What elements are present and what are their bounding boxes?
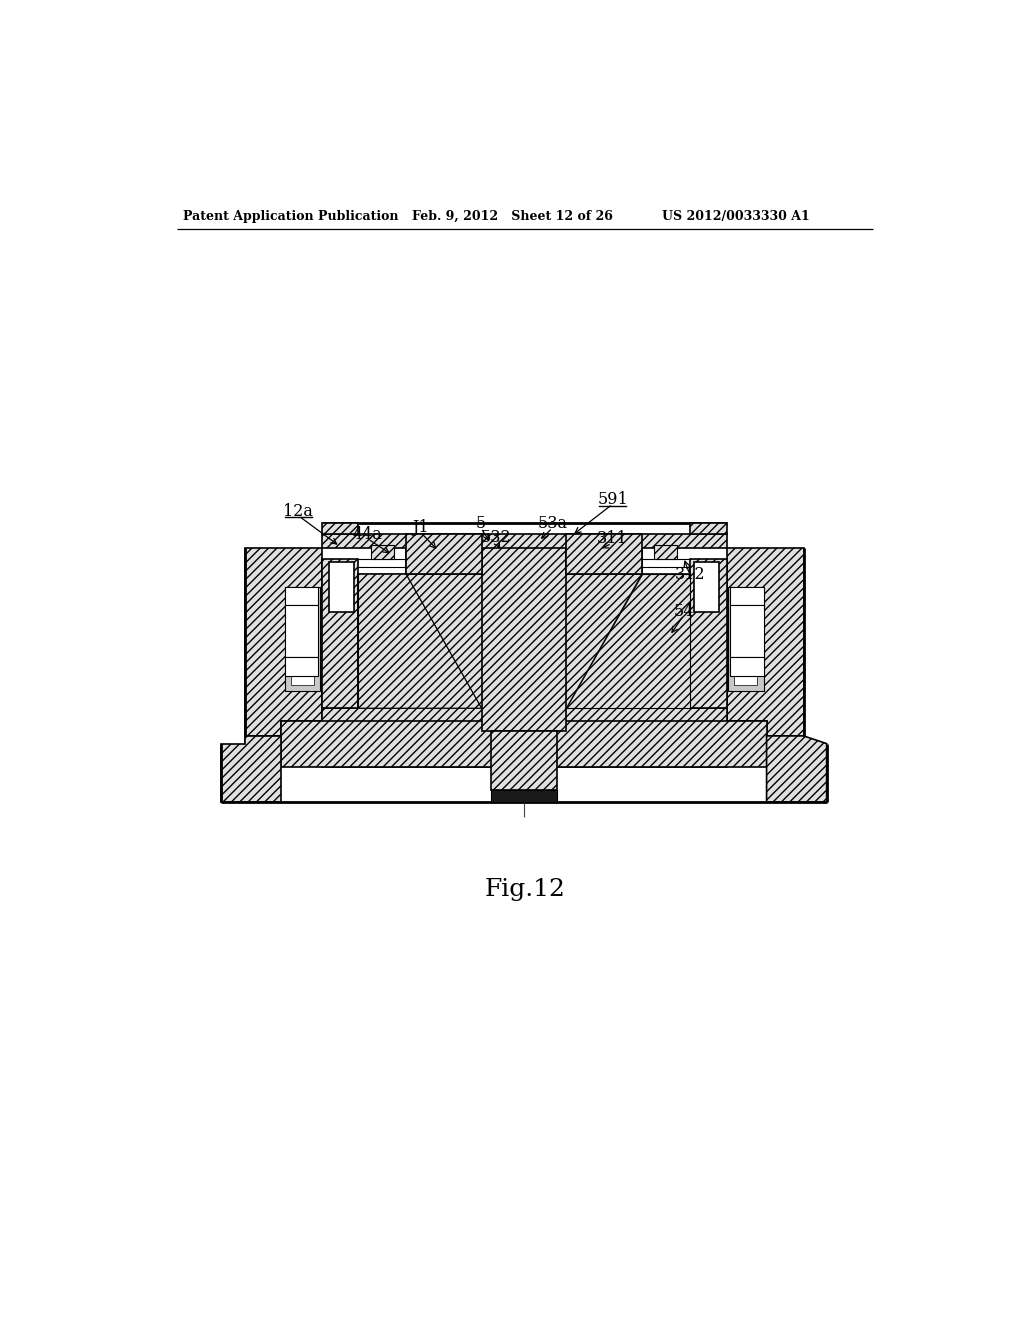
Polygon shape <box>285 605 318 657</box>
Polygon shape <box>237 511 811 825</box>
Polygon shape <box>728 586 764 692</box>
Text: 44a: 44a <box>353 525 383 543</box>
Polygon shape <box>330 562 354 612</box>
Text: Feb. 9, 2012   Sheet 12 of 26: Feb. 9, 2012 Sheet 12 of 26 <box>412 210 612 223</box>
Polygon shape <box>654 545 677 558</box>
Polygon shape <box>371 545 394 558</box>
Polygon shape <box>689 558 727 708</box>
Polygon shape <box>767 737 826 803</box>
Polygon shape <box>221 737 282 803</box>
Polygon shape <box>245 548 322 737</box>
Polygon shape <box>566 535 642 574</box>
Polygon shape <box>358 574 481 708</box>
Polygon shape <box>490 789 557 803</box>
Polygon shape <box>322 524 358 535</box>
Polygon shape <box>734 593 758 685</box>
Polygon shape <box>322 535 727 548</box>
Polygon shape <box>245 737 282 767</box>
Polygon shape <box>322 708 727 767</box>
Text: 53a: 53a <box>538 515 567 532</box>
Polygon shape <box>642 574 689 708</box>
Text: J1: J1 <box>413 520 429 536</box>
Polygon shape <box>285 586 319 692</box>
Polygon shape <box>481 536 566 731</box>
Polygon shape <box>291 593 313 685</box>
Polygon shape <box>285 586 318 605</box>
Text: 591: 591 <box>597 491 628 508</box>
Polygon shape <box>730 657 764 676</box>
Polygon shape <box>730 605 764 657</box>
Polygon shape <box>407 535 481 574</box>
Polygon shape <box>358 574 407 708</box>
Polygon shape <box>407 574 642 708</box>
Text: 5: 5 <box>476 515 486 532</box>
Polygon shape <box>490 731 557 789</box>
Text: Patent Application Publication: Patent Application Publication <box>183 210 398 223</box>
Text: 532: 532 <box>481 529 512 545</box>
Text: 12a: 12a <box>284 503 313 520</box>
Polygon shape <box>730 586 764 605</box>
Polygon shape <box>727 548 804 737</box>
Polygon shape <box>689 524 727 535</box>
Text: 312: 312 <box>674 566 705 582</box>
Text: 311: 311 <box>596 531 627 548</box>
Polygon shape <box>694 562 719 612</box>
Polygon shape <box>566 574 689 708</box>
Text: US 2012/0033330 A1: US 2012/0033330 A1 <box>662 210 810 223</box>
Polygon shape <box>322 558 358 708</box>
Text: 54: 54 <box>673 603 693 619</box>
Text: Fig.12: Fig.12 <box>484 878 565 902</box>
Polygon shape <box>282 721 767 767</box>
Polygon shape <box>285 657 318 676</box>
Polygon shape <box>407 548 642 574</box>
Polygon shape <box>767 737 804 767</box>
